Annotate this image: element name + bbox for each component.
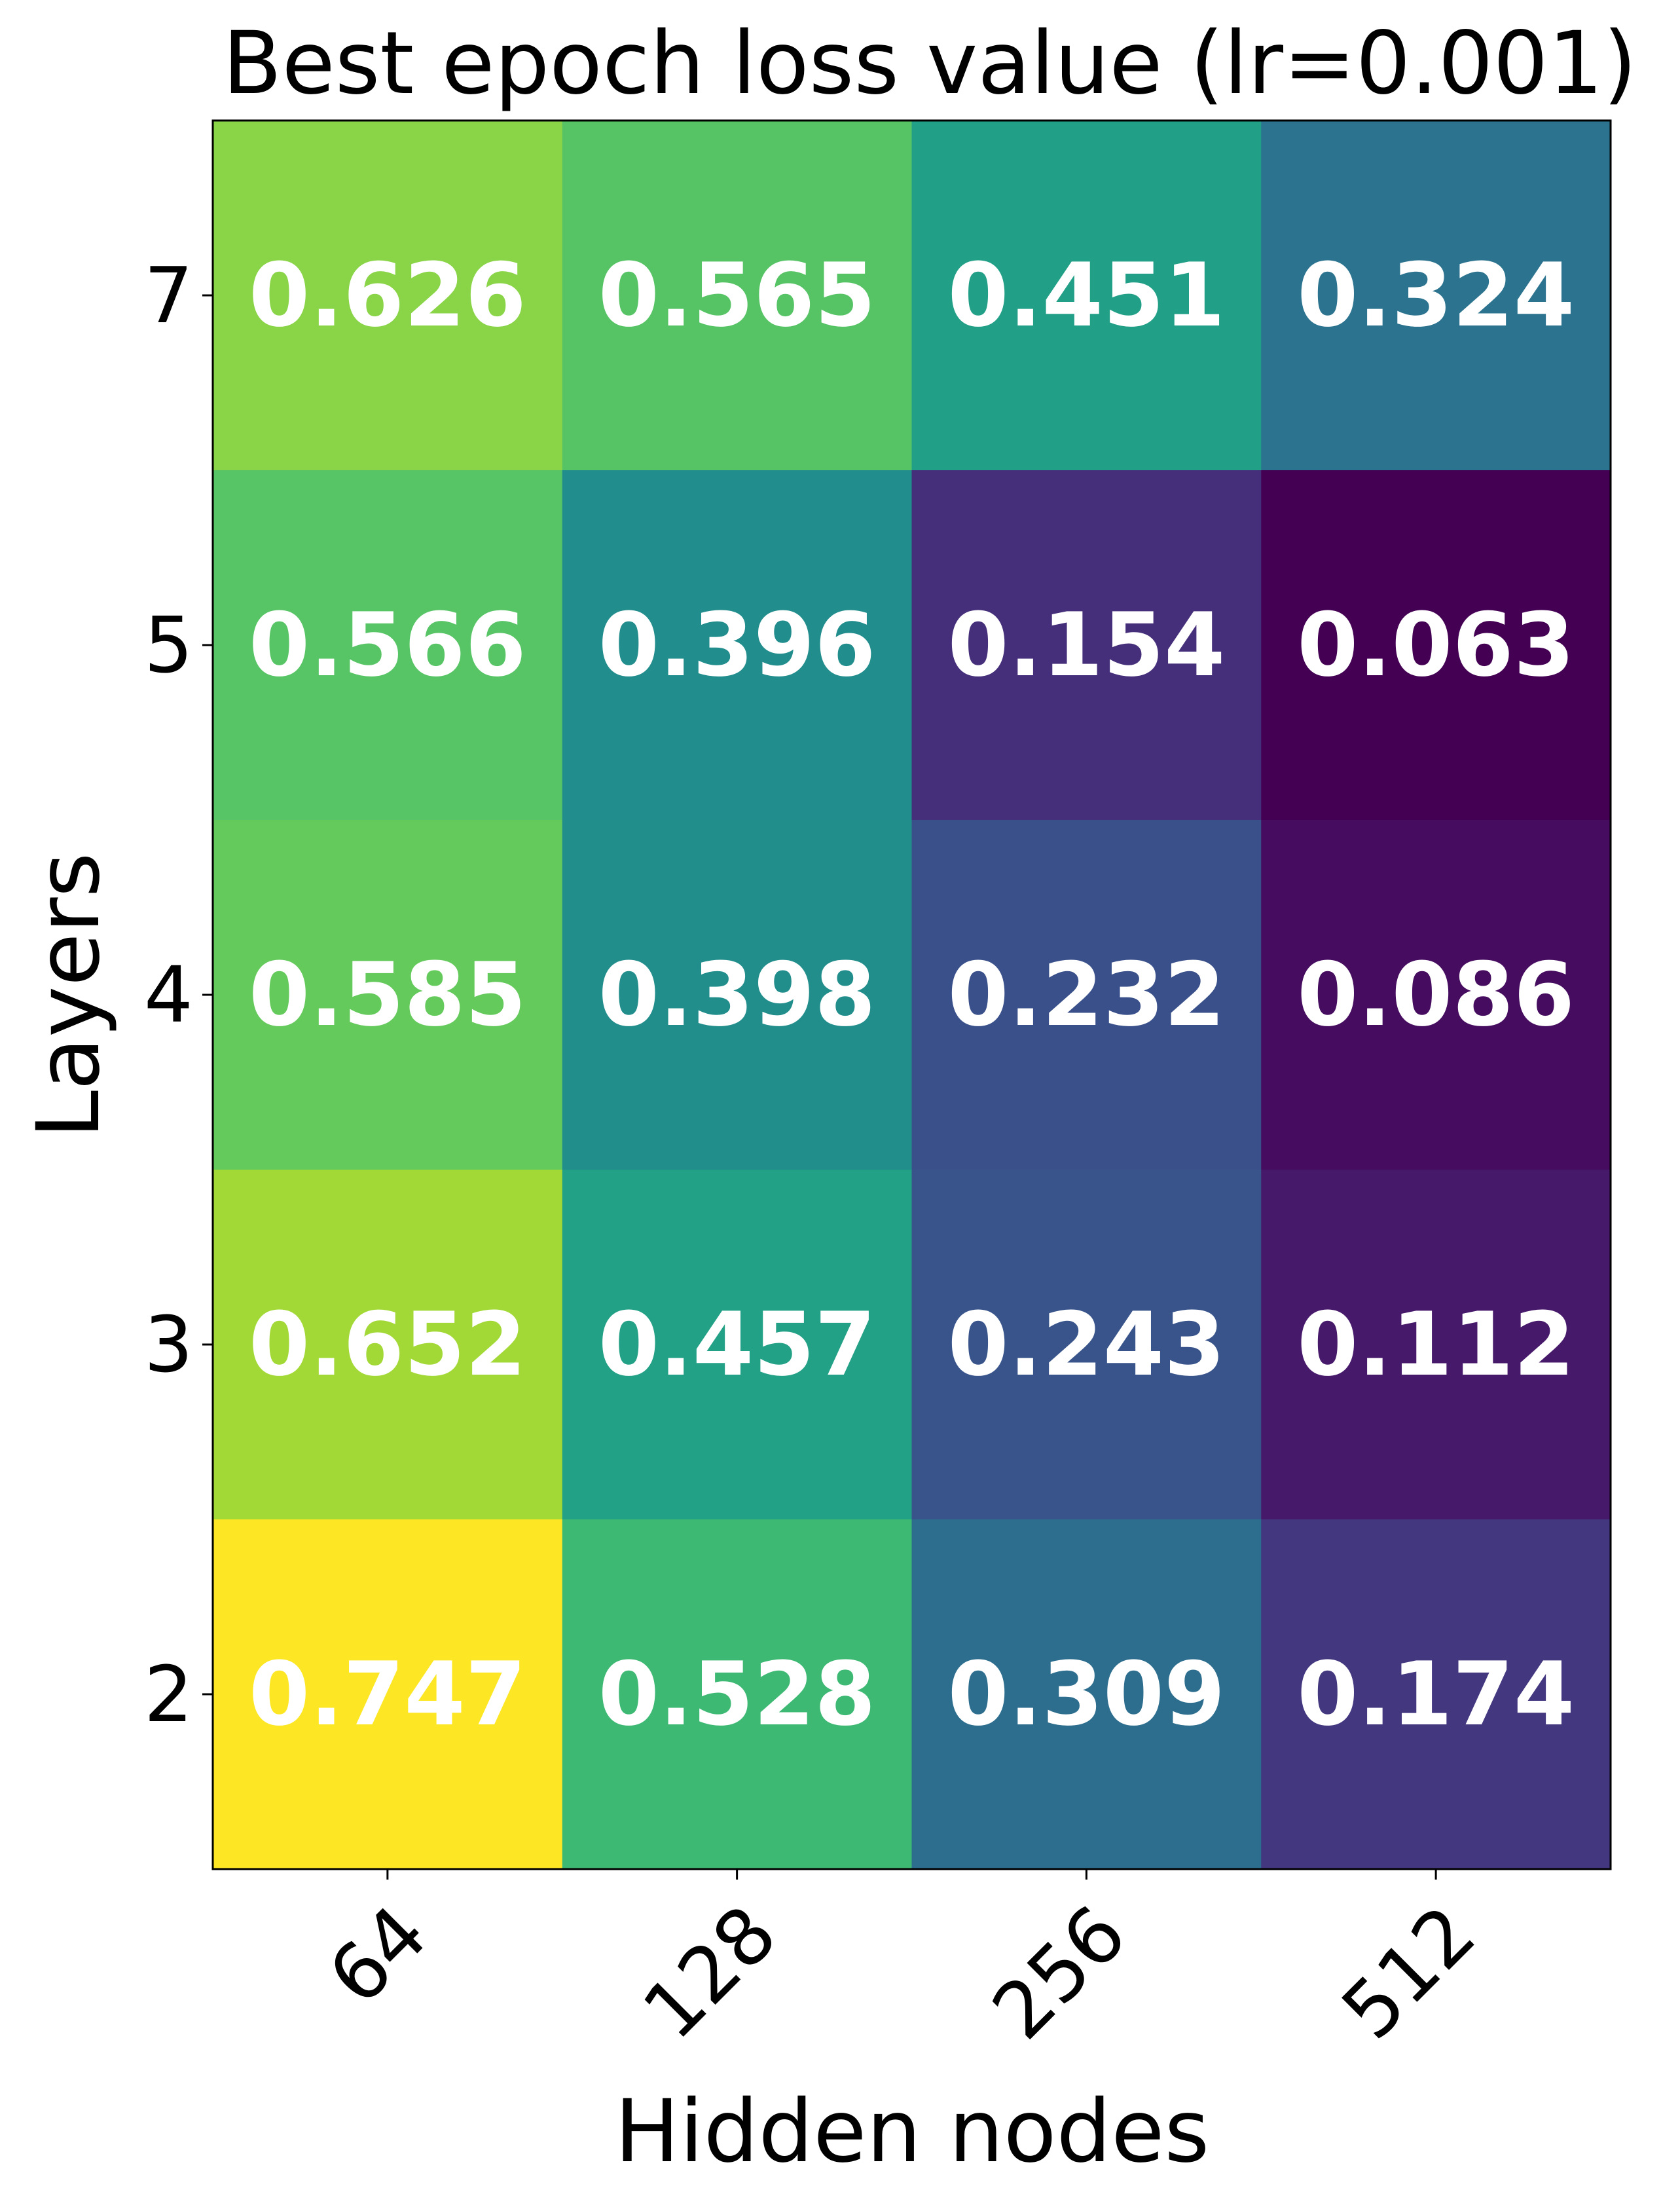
- heatmap-cell: [911, 820, 1262, 1170]
- heatmap-cell: [1261, 1170, 1611, 1520]
- cell-value-label: 0.451: [947, 244, 1225, 346]
- heatmap-cell: [1261, 121, 1611, 471]
- heatmap-cell: [562, 1170, 913, 1520]
- heatmap-cell: [1261, 1519, 1611, 1870]
- cell-value-label: 0.309: [947, 1643, 1225, 1745]
- cell-value-label: 0.063: [1297, 594, 1575, 696]
- cell-value-label: 0.398: [598, 944, 876, 1046]
- heatmap-cell: [1261, 470, 1611, 821]
- cell-value-label: 0.324: [1297, 244, 1575, 346]
- heatmap-cell: [213, 820, 563, 1170]
- heatmap-cell: [213, 470, 563, 821]
- y-tick-label: 5: [144, 600, 193, 690]
- heatmap-cell: [562, 121, 913, 471]
- cell-value-label: 0.086: [1297, 944, 1575, 1046]
- cell-value-label: 0.747: [249, 1643, 526, 1745]
- cell-value-label: 0.528: [598, 1643, 876, 1745]
- heatmap-cell: [911, 121, 1262, 471]
- heatmap-cell: [562, 470, 913, 821]
- x-tick-label: 64: [311, 1888, 445, 2022]
- cell-value-label: 0.396: [598, 594, 876, 696]
- cell-value-label: 0.457: [598, 1293, 876, 1396]
- heatmap-cell: [213, 121, 563, 471]
- y-axis-label: Layers: [18, 853, 119, 1139]
- y-tick-label: 3: [144, 1299, 193, 1390]
- x-tick-label: 256: [975, 1888, 1143, 2056]
- heatmap-cell: [213, 1170, 563, 1520]
- y-axis-ticks: 7 5 4 3 2: [144, 250, 213, 1739]
- x-axis-label: Hidden nodes: [615, 2081, 1210, 2182]
- cell-value-label: 0.112: [1297, 1293, 1575, 1396]
- y-tick-label: 7: [144, 250, 193, 341]
- heatmap-cell: [911, 1519, 1262, 1870]
- x-tick-label: 128: [626, 1888, 794, 2056]
- heatmap-cell: [213, 1519, 563, 1870]
- heatmap-cell: [911, 1170, 1262, 1520]
- heatmap-value-labels: 0.626 0.565 0.451 0.324 0.566 0.396 0.154 0.063…: [249, 244, 1575, 1745]
- cell-value-label: 0.243: [947, 1293, 1225, 1396]
- y-tick-label: 2: [144, 1649, 193, 1739]
- chart-title: Best epoch loss value (lr=0.001): [223, 13, 1637, 114]
- cell-value-label: 0.652: [249, 1293, 526, 1396]
- heatmap-cell: [562, 820, 913, 1170]
- cell-value-label: 0.565: [598, 244, 876, 346]
- x-axis-ticks: 64 128 256 512: [311, 1869, 1493, 2056]
- y-tick-label: 4: [144, 950, 193, 1040]
- heatmap-cell: [562, 1519, 913, 1870]
- cell-value-label: 0.566: [249, 594, 526, 696]
- heatmap-cell: [911, 470, 1262, 821]
- heatmap-cell: [1261, 820, 1611, 1170]
- cell-value-label: 0.232: [947, 944, 1225, 1046]
- cell-value-label: 0.585: [249, 944, 526, 1046]
- heatmap-cells: [213, 121, 1611, 1870]
- x-tick-label: 512: [1324, 1888, 1493, 2056]
- cell-value-label: 0.154: [947, 594, 1225, 696]
- cell-value-label: 0.626: [249, 244, 526, 346]
- cell-value-label: 0.174: [1297, 1643, 1575, 1745]
